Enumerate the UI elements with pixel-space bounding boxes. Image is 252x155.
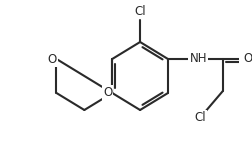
- Text: O: O: [103, 86, 112, 100]
- Text: O: O: [244, 53, 252, 66]
- Text: NH: NH: [190, 53, 207, 66]
- Text: O: O: [47, 53, 56, 66]
- Text: Cl: Cl: [194, 111, 206, 124]
- Text: Cl: Cl: [134, 5, 146, 18]
